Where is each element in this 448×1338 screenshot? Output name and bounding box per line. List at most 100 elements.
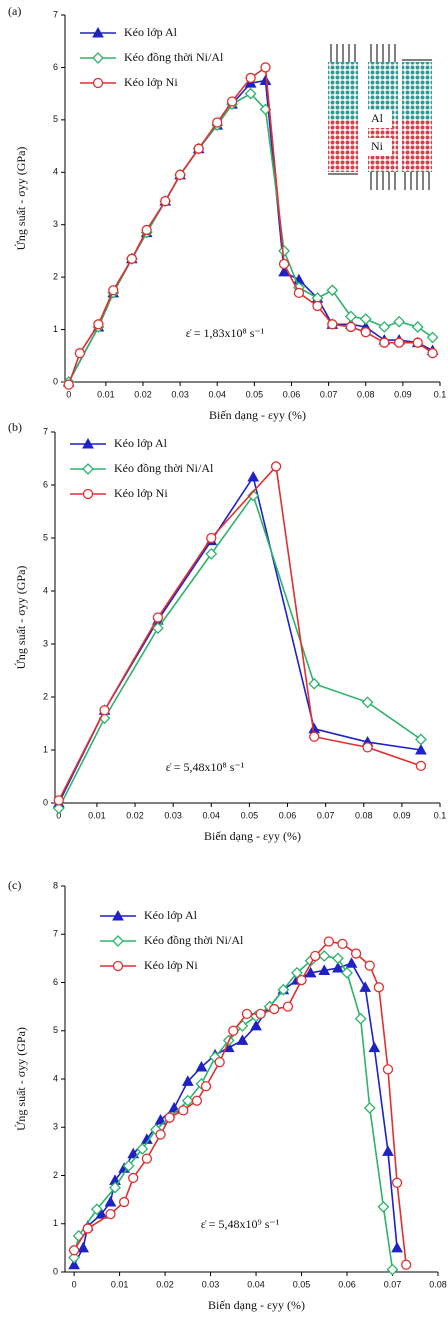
marker [127,1147,140,1159]
marker [327,319,338,330]
y-tick-label: 7 [43,426,48,436]
y-tick-label: 6 [53,977,58,987]
marker [195,1060,208,1072]
marker [109,1181,121,1194]
marker [373,982,385,993]
marker [52,802,65,815]
marker [174,169,186,181]
legend-label: Kéo đồng thời Ni/Al [114,461,214,475]
legend-label: Kéo đồng thời Ni/Al [124,50,224,64]
legend-label: Kéo lớp Al [114,436,168,450]
marker [168,1101,181,1113]
x-tick-label: 0 [66,389,71,399]
x-tick-label: 0.02 [156,1279,174,1289]
x-tick-label: 0.05 [246,389,264,399]
marker [226,96,238,107]
legend-marker [82,463,94,475]
y-tick-label: 2 [53,1170,58,1180]
y-tick-label: 4 [43,585,48,595]
marker [337,938,348,950]
marker [152,612,164,623]
marker [345,957,358,968]
y-axis-label: Ứng suất - σyy (GPa) [14,147,28,251]
marker [401,1259,412,1270]
marker [164,1112,175,1123]
marker [309,731,320,742]
marker [53,795,64,806]
marker [126,253,137,264]
marker [304,966,317,978]
y-tick-label: 5 [43,532,48,542]
inset-diagram: Al Ni [328,44,432,190]
marker [247,489,260,502]
annotation: ε̇ = 5,48x10⁸ s⁻¹ [166,760,245,774]
marker [426,331,439,344]
marker [68,1258,80,1270]
y-tick-label: 7 [53,9,58,19]
marker [296,974,307,986]
panel-label: (c) [8,878,21,892]
marker [105,1208,116,1220]
x-tick-label: 0.06 [338,1279,356,1289]
marker [360,327,371,338]
annotation: ε̇ = 1,83x10⁸ s⁻¹ [186,326,265,340]
marker [363,1102,376,1114]
x-tick-label: 0.04 [203,810,221,820]
marker [108,285,119,296]
legend-label: Kéo lớp Ni [114,486,168,500]
inset-label: Ni [371,139,384,153]
x-axis-label: Biến dạng - εyy (%) [209,408,306,422]
marker [412,337,423,348]
y-tick-label: 8 [53,880,58,890]
y-tick-label: 0 [53,376,58,386]
marker [178,1105,189,1116]
marker [72,1229,85,1242]
panel-label: (b) [8,420,22,434]
x-tick-label: 0.1 [434,810,447,820]
marker [270,461,282,472]
marker [154,1113,167,1125]
x-tick-label: 0.07 [317,810,335,820]
legend-label: Kéo lớp Al [144,908,198,922]
marker [93,319,104,330]
marker [82,1223,93,1234]
y-tick-label: 5 [53,1025,58,1035]
x-tick-label: 0.01 [111,1279,129,1289]
x-axis-label: Biến dạng - εyy (%) [204,829,301,843]
marker [141,1153,153,1164]
legend-marker [112,935,124,947]
marker [382,1145,394,1156]
x-tick-label: 0.09 [394,389,412,399]
y-tick-label: 2 [43,691,48,701]
marker [391,1177,403,1188]
marker [244,87,257,100]
y-tick-label: 1 [53,324,58,334]
x-tick-label: 0.04 [247,1279,265,1289]
x-tick-label: 0.02 [134,389,152,399]
y-tick-label: 3 [43,638,48,648]
x-tick-label: 0 [72,1279,77,1289]
marker [323,936,334,947]
marker [293,287,305,299]
marker [344,310,357,323]
marker [259,74,272,86]
marker [382,1064,394,1075]
marker [160,195,171,207]
marker [318,964,331,975]
marker [212,117,223,128]
marker [332,961,344,973]
marker [278,245,290,257]
x-tick-label: 0.1 [434,389,447,399]
marker [345,321,357,333]
series-line [58,464,422,801]
marker [236,1034,249,1045]
marker [393,315,406,328]
x-tick-label: 0.04 [208,389,226,399]
marker [362,742,373,753]
marker [386,1263,399,1276]
marker [278,258,290,270]
x-tick-label: 0.08 [357,389,375,399]
marker [427,348,438,359]
y-tick-label: 3 [53,1122,58,1132]
